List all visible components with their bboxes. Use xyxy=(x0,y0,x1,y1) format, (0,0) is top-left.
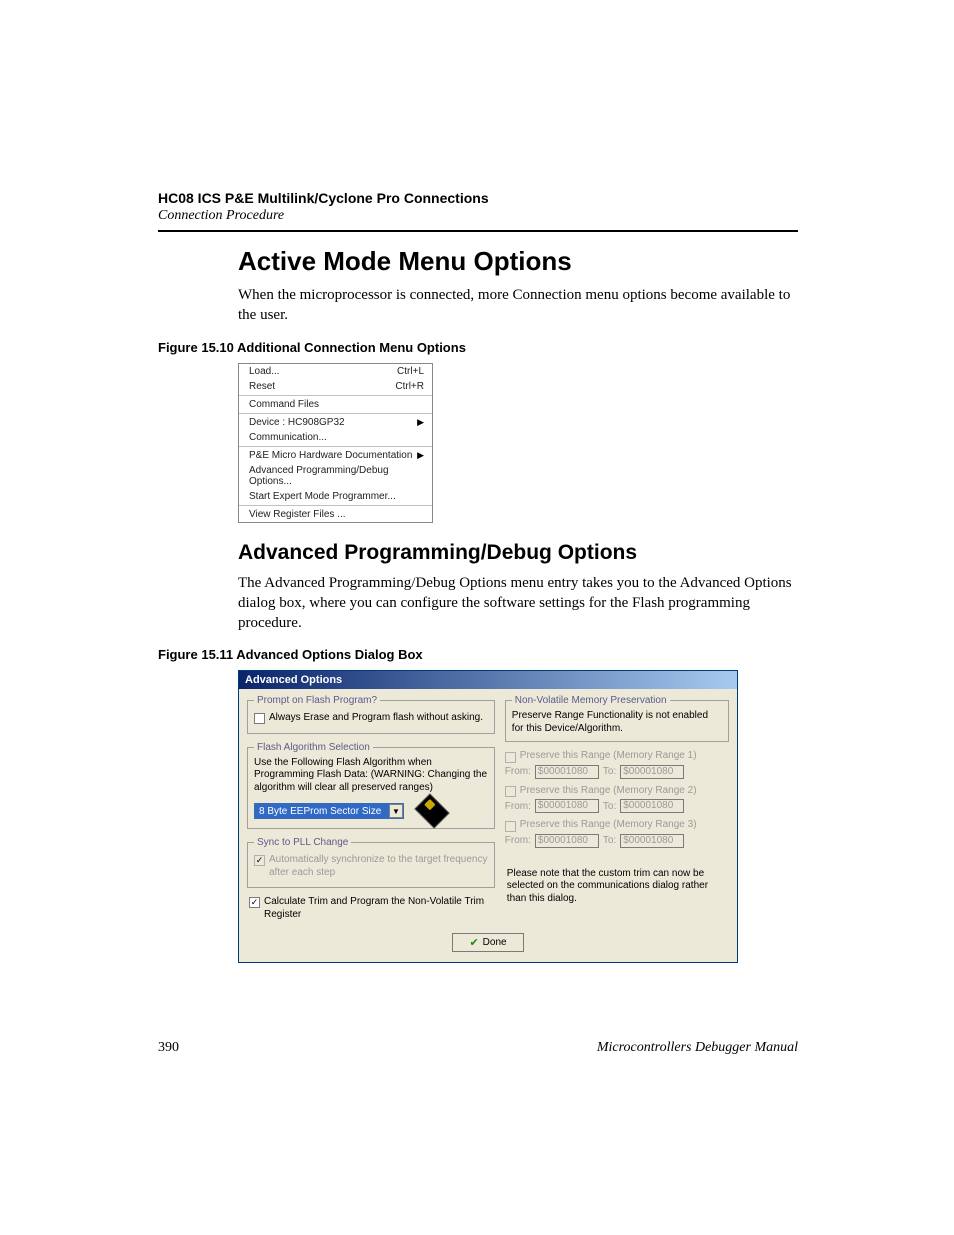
algorithm-combobox[interactable]: 8 Byte EEProm Sector Size ▼ xyxy=(254,803,404,819)
section-paragraph: The Advanced Programming/Debug Options m… xyxy=(238,573,798,634)
section-heading-advanced-options: Advanced Programming/Debug Options xyxy=(238,541,798,565)
menu-item-label: Device : HC908GP32 xyxy=(249,417,345,428)
done-button-label: Done xyxy=(483,937,507,948)
submenu-arrow-icon: ▶ xyxy=(417,450,424,461)
from-label: From: xyxy=(505,835,531,846)
done-button[interactable]: ✔ Done xyxy=(452,933,523,952)
combobox-value: 8 Byte EEProm Sector Size xyxy=(255,806,389,817)
menu-item-label: Start Expert Mode Programmer... xyxy=(249,491,396,502)
menu-item-device[interactable]: Device : HC908GP32 ▶ xyxy=(239,415,432,430)
menu-item-label: Reset xyxy=(249,381,275,392)
to-label: To: xyxy=(603,766,616,777)
menu-item-label: P&E Micro Hardware Documentation xyxy=(249,450,412,461)
sync-pll-group: Sync to PLL Change Automatically synchro… xyxy=(247,837,495,888)
always-erase-label: Always Erase and Program flash without a… xyxy=(269,712,483,725)
menu-item-reset[interactable]: Reset Ctrl+R xyxy=(239,379,432,394)
check-icon: ✔ xyxy=(469,936,478,949)
range-block-2: Preserve this Range (Memory Range 2) Fro… xyxy=(505,785,729,814)
menu-item-label: Advanced Programming/Debug Options... xyxy=(249,465,424,487)
algorithm-warning-text: Use the Following Flash Algorithm when P… xyxy=(254,757,488,795)
preserve-range-2-checkbox xyxy=(505,786,516,797)
prompt-on-flash-group: Prompt on Flash Program? Always Erase an… xyxy=(247,695,495,734)
range-2-to-input: $00001080 xyxy=(620,799,684,813)
figure-caption-15-11: Figure 15.11 Advanced Options Dialog Box xyxy=(158,647,798,662)
manual-title: Microcontrollers Debugger Manual xyxy=(597,1040,798,1056)
page-footer: 390 Microcontrollers Debugger Manual xyxy=(158,1040,798,1056)
menu-item-label: Load... xyxy=(249,366,280,377)
group-legend: Prompt on Flash Program? xyxy=(254,695,380,706)
header-rule xyxy=(158,230,798,232)
sync-checkbox xyxy=(254,855,265,866)
advanced-options-dialog: Advanced Options Prompt on Flash Program… xyxy=(238,670,738,963)
menu-separator xyxy=(239,505,432,506)
section-heading-active-mode: Active Mode Menu Options xyxy=(238,246,798,277)
nv-memory-group: Non-Volatile Memory Preservation Preserv… xyxy=(505,695,729,742)
group-legend: Sync to PLL Change xyxy=(254,837,351,848)
menu-item-advanced-options[interactable]: Advanced Programming/Debug Options... xyxy=(239,463,432,489)
menu-item-expert-mode[interactable]: Start Expert Mode Programmer... xyxy=(239,489,432,504)
preserve-range-3-checkbox xyxy=(505,821,516,832)
preserve-range-3-label: Preserve this Range (Memory Range 3) xyxy=(520,819,697,832)
from-label: From: xyxy=(505,801,531,812)
menu-item-shortcut: Ctrl+L xyxy=(397,366,424,377)
menu-item-command-files[interactable]: Command Files xyxy=(239,397,432,412)
from-label: From: xyxy=(505,766,531,777)
preserve-range-1-label: Preserve this Range (Memory Range 1) xyxy=(520,750,697,763)
menu-separator xyxy=(239,446,432,447)
dialog-titlebar: Advanced Options xyxy=(239,671,737,689)
trim-note-text: Please note that the custom trim can now… xyxy=(507,868,727,906)
menu-item-register-files[interactable]: View Register Files ... xyxy=(239,507,432,522)
to-label: To: xyxy=(603,835,616,846)
section-paragraph: When the microprocessor is connected, mo… xyxy=(238,285,798,326)
to-label: To: xyxy=(603,801,616,812)
running-head-subtitle: Connection Procedure xyxy=(158,208,798,224)
menu-item-label: Communication... xyxy=(249,432,327,443)
preserve-range-2-label: Preserve this Range (Memory Range 2) xyxy=(520,785,697,798)
menu-separator xyxy=(239,413,432,414)
chip-icon xyxy=(414,794,449,829)
menu-item-hw-docs[interactable]: P&E Micro Hardware Documentation ▶ xyxy=(239,448,432,463)
figure-caption-15-10: Figure 15.10 Additional Connection Menu … xyxy=(158,340,798,355)
calculate-trim-label: Calculate Trim and Program the Non-Volat… xyxy=(264,896,493,921)
group-legend: Non-Volatile Memory Preservation xyxy=(512,695,670,706)
calculate-trim-checkbox[interactable] xyxy=(249,897,260,908)
menu-item-shortcut: Ctrl+R xyxy=(395,381,424,392)
range-3-from-input: $00001080 xyxy=(535,834,599,848)
menu-item-load[interactable]: Load... Ctrl+L xyxy=(239,364,432,379)
sync-label: Automatically synchronize to the target … xyxy=(269,854,488,879)
menu-item-communication[interactable]: Communication... xyxy=(239,430,432,445)
menu-separator xyxy=(239,395,432,396)
group-legend: Flash Algorithm Selection xyxy=(254,742,373,753)
nv-memory-desc: Preserve Range Functionality is not enab… xyxy=(512,710,722,735)
flash-algorithm-group: Flash Algorithm Selection Use the Follow… xyxy=(247,742,495,830)
chevron-down-icon[interactable]: ▼ xyxy=(389,804,403,818)
menu-item-label: Command Files xyxy=(249,399,319,410)
always-erase-checkbox[interactable] xyxy=(254,713,265,724)
running-head-title: HC08 ICS P&E Multilink/Cyclone Pro Conne… xyxy=(158,190,798,206)
range-block-1: Preserve this Range (Memory Range 1) Fro… xyxy=(505,750,729,779)
page-number: 390 xyxy=(158,1040,179,1056)
range-1-to-input: $00001080 xyxy=(620,765,684,779)
preserve-range-1-checkbox xyxy=(505,752,516,763)
range-2-from-input: $00001080 xyxy=(535,799,599,813)
range-3-to-input: $00001080 xyxy=(620,834,684,848)
context-menu: Load... Ctrl+L Reset Ctrl+R Command File… xyxy=(238,363,433,523)
menu-item-label: View Register Files ... xyxy=(249,509,346,520)
submenu-arrow-icon: ▶ xyxy=(417,417,424,428)
range-1-from-input: $00001080 xyxy=(535,765,599,779)
range-block-3: Preserve this Range (Memory Range 3) Fro… xyxy=(505,819,729,848)
